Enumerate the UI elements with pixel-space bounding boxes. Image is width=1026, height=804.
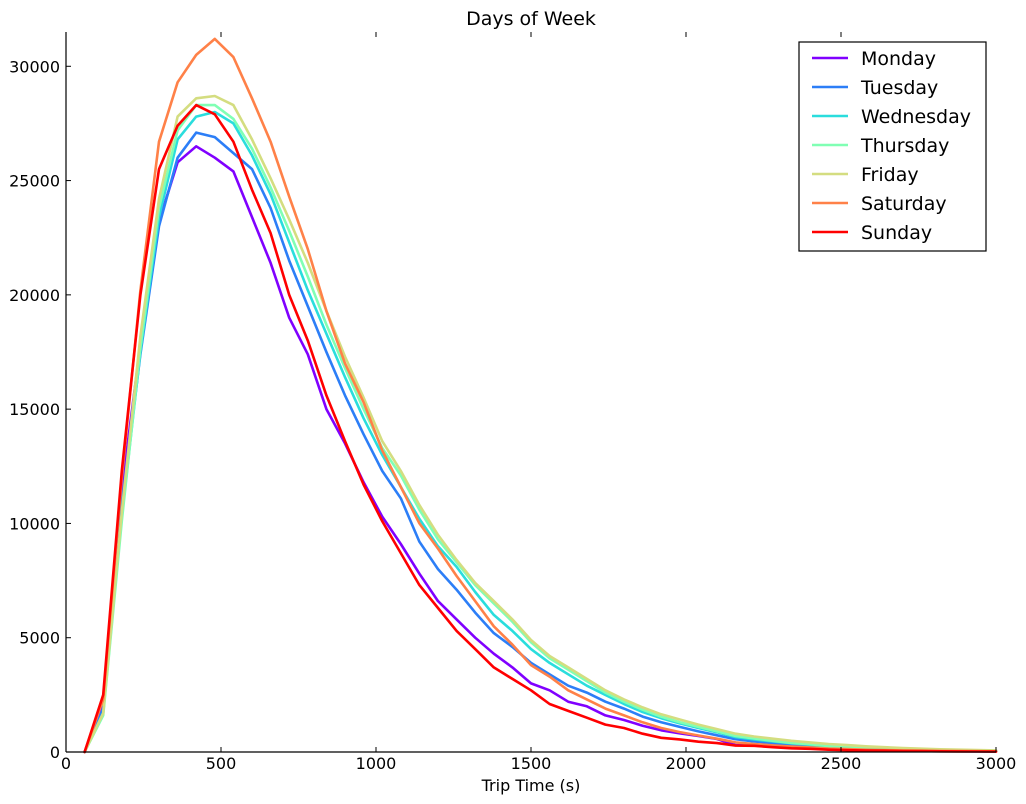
series-group bbox=[83, 37, 998, 754]
y-tick-label: 25000 bbox=[9, 172, 60, 191]
y-tick-label: 30000 bbox=[9, 57, 60, 76]
legend: Monday Tuesday Wednesday Thursday Friday Satu… bbox=[798, 41, 987, 252]
legend-label-thursday: Thursday bbox=[860, 135, 949, 157]
y-ticks: 0 5000 10000 15000 20000 25000 30000 bbox=[9, 57, 71, 762]
legend-label-saturday: Saturday bbox=[861, 193, 947, 215]
chart-title: Days of Week bbox=[466, 8, 596, 30]
x-tick-label: 2000 bbox=[666, 754, 707, 773]
legend-label-tuesday: Tuesday bbox=[860, 77, 938, 99]
x-ticks: 0 500 1000 1500 2000 2500 3000 bbox=[61, 32, 1016, 773]
legend-label-friday: Friday bbox=[861, 164, 919, 186]
series-line-thursday bbox=[83, 103, 998, 754]
series-line-sunday bbox=[83, 103, 998, 754]
x-tick-label: 3000 bbox=[976, 754, 1017, 773]
legend-label-sunday: Sunday bbox=[861, 222, 932, 244]
y-tick-label: 15000 bbox=[9, 400, 60, 419]
legend-box bbox=[798, 41, 987, 252]
legend-label-wednesday: Wednesday bbox=[861, 106, 971, 128]
series-line-friday bbox=[83, 94, 998, 754]
legend-items: Monday Tuesday Wednesday Thursday Friday Satu… bbox=[812, 48, 971, 244]
x-tick-label: 2500 bbox=[821, 754, 862, 773]
y-tick-label: 20000 bbox=[9, 286, 60, 305]
x-tick-label: 1500 bbox=[511, 754, 552, 773]
legend-label-monday: Monday bbox=[861, 48, 936, 70]
x-tick-label: 500 bbox=[206, 754, 237, 773]
y-tick-label: 0 bbox=[50, 743, 60, 762]
x-tick-label: 0 bbox=[61, 754, 71, 773]
y-tick-label: 5000 bbox=[19, 629, 60, 648]
x-tick-label: 1000 bbox=[356, 754, 397, 773]
y-tick-label: 10000 bbox=[9, 514, 60, 533]
x-axis-label: Trip Time (s) bbox=[481, 776, 581, 795]
